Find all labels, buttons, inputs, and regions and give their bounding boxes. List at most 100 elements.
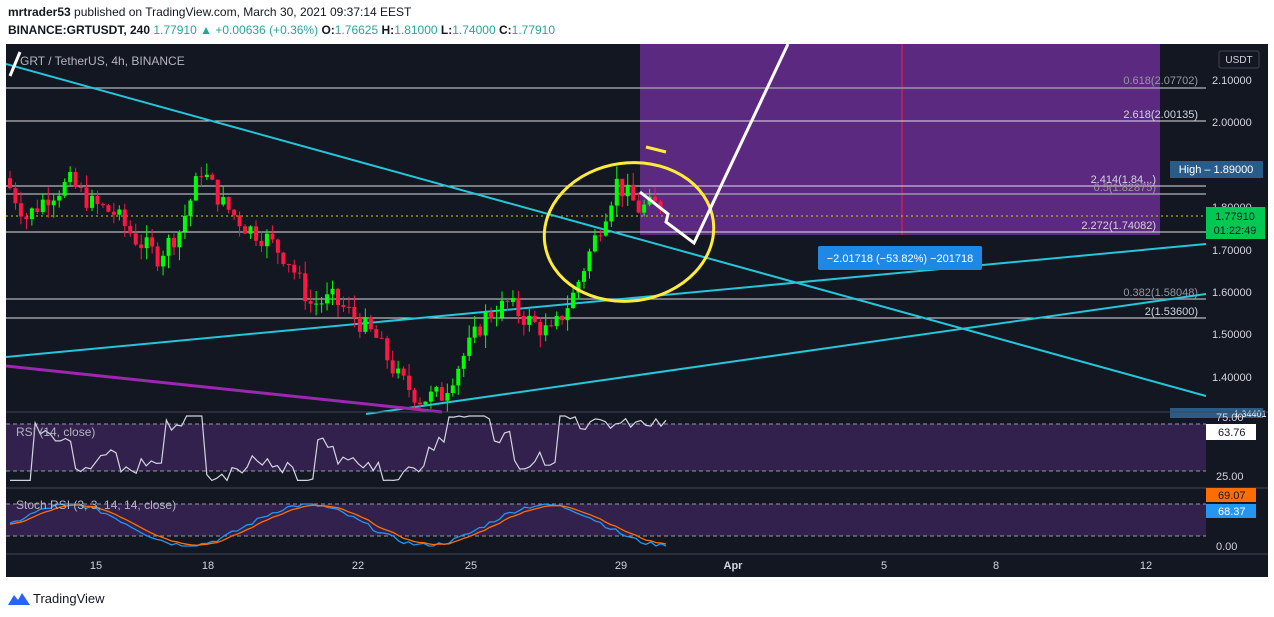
low-value: 1.74000 [452, 23, 496, 37]
candle-body [24, 216, 29, 220]
candle-body [363, 316, 368, 332]
candle-body [582, 271, 586, 282]
candle-body [571, 292, 576, 309]
highlight-tail [645, 145, 667, 154]
time-tick: 25 [465, 560, 477, 572]
candle-body [297, 272, 302, 274]
author-name[interactable]: mrtrader53 [8, 5, 71, 19]
candle-body [521, 315, 526, 325]
candle-body [270, 233, 275, 240]
published-text: published on TradingView.com, March 30, … [74, 5, 412, 19]
bottom-tag-text: 1.34401 [1234, 409, 1267, 419]
candle-body [232, 209, 237, 216]
candle-body [445, 393, 450, 401]
candle-body [532, 315, 537, 322]
candle-body [90, 195, 94, 208]
purple-trendline[interactable] [6, 364, 443, 414]
measure-tooltip [818, 246, 982, 270]
fib-label: 2.618(2.00135) [1123, 109, 1198, 121]
last-price-tag [1206, 207, 1265, 239]
candle-body [401, 368, 406, 376]
high-value: 1.81000 [394, 23, 438, 37]
tradingview-logo-icon[interactable] [8, 591, 30, 605]
stoch-band [6, 504, 1206, 536]
candle-body [95, 195, 100, 205]
candle-body [100, 204, 105, 206]
candle-body [29, 208, 34, 220]
candle-body [166, 238, 171, 256]
candle-body [379, 337, 384, 339]
rsi-value: 63.76 [1218, 427, 1246, 439]
candle-body [472, 326, 477, 338]
currency-box[interactable] [1218, 50, 1260, 69]
last-price-tag-text: 1.77910 [1215, 211, 1255, 223]
rsi-line [10, 415, 667, 482]
candle-body [434, 387, 439, 392]
stoch-k-tag [1206, 488, 1256, 502]
candle-body [603, 221, 608, 236]
candle-body [368, 316, 373, 330]
publish-info: mrtrader53 published on TradingView.com,… [8, 5, 411, 19]
brand-name[interactable]: TradingView [33, 591, 105, 606]
candle-body [204, 174, 209, 178]
measure-label: −2.01718 (−53.82%) −201718 [827, 253, 974, 265]
candle-body [385, 338, 390, 361]
candle-body [57, 195, 62, 201]
ascending-trendline-lower[interactable] [365, 293, 1207, 415]
candle-body [505, 300, 510, 302]
candle-body [292, 264, 297, 273]
price-tick: 1.60000 [1212, 287, 1252, 299]
candle-body [259, 240, 264, 247]
candle-body [264, 233, 269, 247]
candle-body [237, 215, 242, 227]
candle-body [527, 315, 532, 325]
candle-body [352, 306, 357, 318]
time-tick: 22 [352, 560, 364, 572]
candle-body [456, 368, 461, 386]
candle-body [346, 306, 351, 308]
rsi-value-tag [1206, 424, 1256, 440]
candle-body [614, 178, 619, 206]
candle-body [210, 174, 215, 180]
stoch-tick: 0.00 [1216, 541, 1237, 553]
candle-body [423, 401, 428, 405]
candle-body [8, 178, 12, 189]
stoch-d-line [9, 504, 667, 546]
candle-body [341, 305, 346, 307]
candle-body [467, 337, 472, 356]
candle-body [483, 311, 488, 336]
candle-body [286, 264, 291, 266]
candles [8, 163, 663, 412]
candle-body [325, 294, 330, 304]
candle-body [303, 273, 308, 302]
time-tick: 29 [615, 560, 627, 572]
chart-area[interactable]: 0.618(2.07702) 2.618(2.00135) 2.414(1.84… [6, 44, 1268, 577]
candle-body [658, 201, 663, 210]
price-tick: 1.40000 [1212, 372, 1252, 384]
fib-label: 0.618(2.07702) [1123, 75, 1198, 87]
candle-body [188, 200, 193, 216]
candle-body [243, 226, 248, 234]
time-tick: 18 [202, 560, 214, 572]
candle-body [330, 288, 335, 295]
candle-body [510, 298, 515, 302]
candle-body [199, 176, 204, 178]
rsi-band [6, 424, 1206, 471]
candle-body [374, 329, 379, 338]
candle-body [439, 387, 444, 401]
candle-body [516, 298, 521, 316]
candle-body [139, 244, 144, 249]
time-tick: 15 [90, 560, 102, 572]
candle-body [336, 288, 340, 306]
open-label: O: [321, 23, 335, 37]
fib-label: 2.272(1.74082) [1081, 220, 1156, 232]
candle-body [111, 211, 116, 215]
candle-body [155, 246, 160, 267]
candle-body [172, 238, 176, 248]
candle-body [182, 215, 187, 232]
candle-body [46, 199, 51, 206]
price-chart[interactable]: 0.618(2.07702) 2.618(2.00135) 2.414(1.84… [6, 44, 1268, 577]
candle-body [565, 308, 570, 321]
candle-body [549, 325, 554, 327]
price-tick: 1.50000 [1212, 329, 1252, 341]
